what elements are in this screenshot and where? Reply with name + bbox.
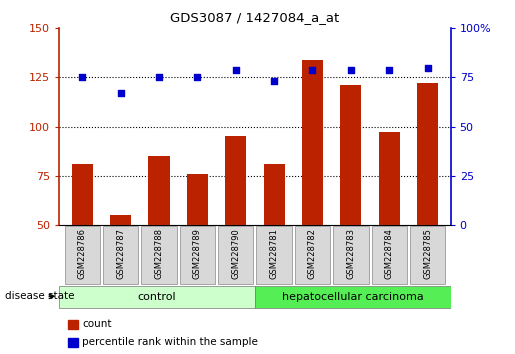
Text: disease state: disease state — [5, 291, 75, 301]
FancyBboxPatch shape — [180, 226, 215, 284]
Bar — [225, 136, 246, 225]
Point — [308, 67, 317, 73]
FancyBboxPatch shape — [103, 226, 138, 284]
Text: GSM228789: GSM228789 — [193, 228, 202, 279]
Point — [423, 65, 432, 70]
Point — [193, 75, 201, 80]
FancyBboxPatch shape — [256, 226, 292, 284]
Bar — [264, 164, 285, 225]
Bar — [72, 164, 93, 225]
FancyBboxPatch shape — [64, 226, 100, 284]
Point — [270, 79, 278, 84]
Text: GSM228787: GSM228787 — [116, 228, 125, 279]
Text: hepatocellular carcinoma: hepatocellular carcinoma — [282, 292, 424, 302]
Point — [385, 67, 393, 73]
Point — [78, 75, 87, 80]
Point — [232, 67, 240, 73]
Bar — [68, 320, 78, 329]
FancyBboxPatch shape — [410, 226, 445, 284]
FancyBboxPatch shape — [372, 226, 407, 284]
Text: control: control — [138, 292, 176, 302]
Bar — [148, 156, 169, 225]
Text: count: count — [82, 319, 111, 329]
Bar — [340, 85, 362, 225]
Bar — [110, 215, 131, 225]
Text: GSM228790: GSM228790 — [231, 228, 240, 279]
Bar — [187, 174, 208, 225]
FancyBboxPatch shape — [333, 226, 369, 284]
Text: GSM228784: GSM228784 — [385, 228, 394, 279]
FancyBboxPatch shape — [218, 226, 253, 284]
Text: GSM228781: GSM228781 — [270, 228, 279, 279]
FancyBboxPatch shape — [141, 226, 177, 284]
FancyBboxPatch shape — [255, 286, 451, 308]
Text: percentile rank within the sample: percentile rank within the sample — [82, 337, 258, 347]
Text: GSM228783: GSM228783 — [347, 228, 355, 279]
Bar — [417, 83, 438, 225]
FancyBboxPatch shape — [295, 226, 330, 284]
Bar — [68, 338, 78, 347]
Text: GSM228785: GSM228785 — [423, 228, 432, 279]
Bar — [302, 60, 323, 225]
Title: GDS3087 / 1427084_a_at: GDS3087 / 1427084_a_at — [170, 11, 339, 24]
Point — [116, 90, 125, 96]
Point — [155, 75, 163, 80]
Text: GSM228782: GSM228782 — [308, 228, 317, 279]
Text: GSM228786: GSM228786 — [78, 228, 87, 279]
Point — [347, 67, 355, 73]
Bar — [379, 132, 400, 225]
FancyBboxPatch shape — [59, 286, 255, 308]
Text: GSM228788: GSM228788 — [154, 228, 163, 279]
